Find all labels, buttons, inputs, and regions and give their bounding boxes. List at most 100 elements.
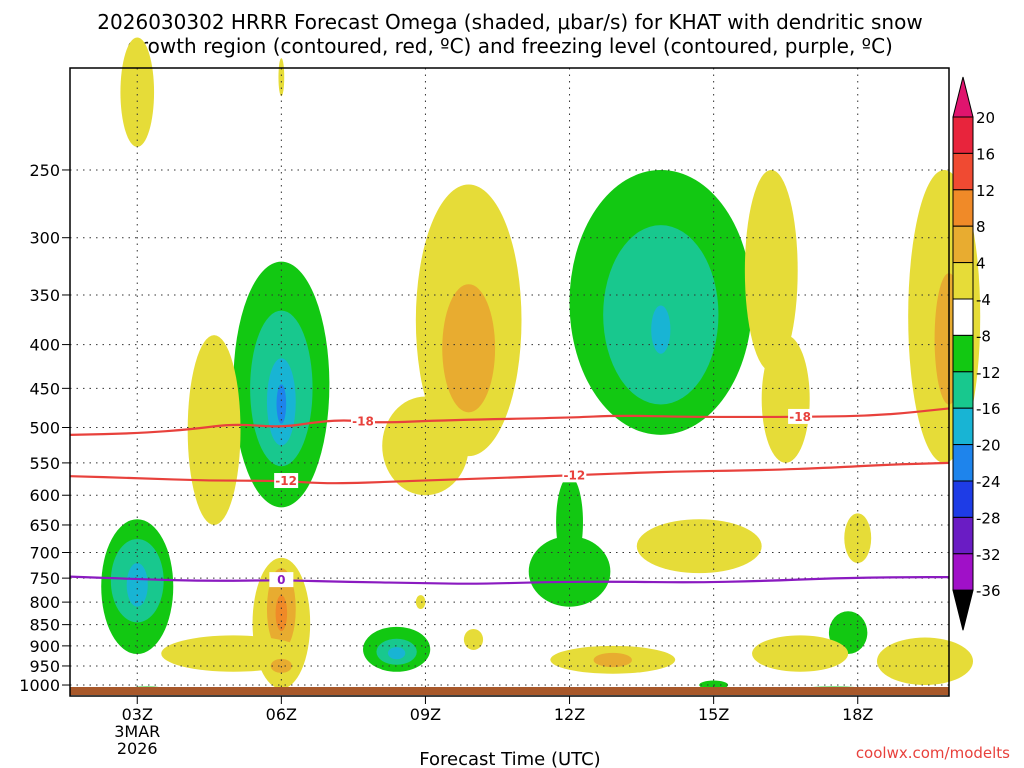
y-tick-label: 950	[29, 657, 60, 676]
omega-region-pos8	[442, 284, 496, 413]
y-tick-label: 900	[29, 637, 60, 656]
colorbar-label: -8	[976, 327, 991, 345]
x-tick-label: 06Z	[266, 705, 297, 724]
ground-surface	[70, 687, 949, 695]
colorbar-label: 12	[976, 182, 995, 200]
omega-region-pos4	[120, 37, 155, 147]
contour-label-bg	[274, 473, 299, 489]
colorbar-label: -32	[976, 546, 1001, 564]
colorbar-swatch	[952, 152, 974, 191]
y-tick-label: 350	[29, 286, 60, 305]
colorbar-swatch	[952, 553, 974, 591]
colorbar-swatch	[952, 371, 974, 409]
contour-label-dgz-bottom: -12	[275, 474, 297, 488]
y-axis-pressure-ticks: 250 300 350 400 450 500 550 600 650 700 750 800 850 9…	[19, 161, 70, 695]
contour-label-bg	[562, 467, 587, 483]
omega-region-pos4	[744, 169, 798, 372]
colorbar-swatch	[952, 516, 974, 555]
contour-label-freezing-level: 0	[277, 573, 285, 587]
y-tick-label: 400	[29, 336, 60, 355]
y-tick-label: 300	[29, 229, 60, 248]
omega-region-pos12	[275, 595, 288, 632]
contour-label-bg	[269, 572, 294, 588]
omega-region-pos4	[278, 58, 285, 97]
x-tick-label: 15Z	[698, 705, 729, 724]
x-tick-label: 18Z	[842, 705, 873, 724]
chart-title-line-2: growth region (contoured, red, ºC) and f…	[127, 34, 893, 58]
omega-shaded-regions	[101, 37, 981, 691]
omega-region-pos4	[761, 335, 810, 463]
colorbar-swatch	[952, 225, 974, 264]
contour-label-dgz-top: -18	[352, 414, 374, 428]
y-tick-label: 850	[29, 616, 60, 635]
colorbar-label: -24	[976, 473, 1001, 491]
omega-region-neg16	[126, 562, 148, 607]
y-tick-label: 250	[29, 161, 60, 180]
x-axis-label: Forecast Time (UTC)	[419, 749, 600, 768]
omega-region-pos4	[463, 628, 484, 650]
contour-label-dgz-bottom: -12	[564, 468, 586, 482]
omega-region-neg16	[651, 305, 671, 354]
contour-label-dgz-top: -18	[789, 410, 811, 424]
omega-region-pos4	[187, 335, 241, 525]
colorbar-label: -36	[976, 582, 1001, 600]
colorbar-label: -28	[976, 509, 1001, 527]
colorbar-swatch	[952, 480, 974, 518]
omega-region-pos4	[161, 635, 306, 672]
contour-dgz-bottom	[69, 461, 950, 485]
omega-region-neg8	[556, 476, 583, 569]
temperature-contours: -18 -18 -12 -12 0	[69, 407, 950, 588]
colorbar-swatch	[952, 116, 974, 154]
colorbar-label: -20	[976, 437, 1001, 455]
y-tick-label: 450	[29, 379, 60, 398]
colorbar-legend: 20 16 12 8 4 -4 -8 -12 -16 -20 -24 -28 -32 -36	[952, 76, 1001, 631]
colorbar-swatch	[952, 189, 974, 227]
contour-label-bg	[788, 408, 813, 424]
grid-lines	[70, 68, 949, 696]
x-tick-date: 3MAR	[114, 722, 160, 741]
omega-region-pos4	[876, 637, 974, 686]
x-tick-year: 2026	[117, 739, 158, 758]
colorbar-swatch	[952, 262, 974, 300]
omega-region-pos8	[270, 658, 292, 673]
contour-freezing-level	[69, 575, 949, 585]
omega-region-pos4	[415, 595, 426, 610]
plot-frame	[69, 67, 950, 697]
x-tick-label: 03Z	[122, 705, 153, 724]
y-tick-label: 600	[29, 486, 60, 505]
y-tick-label: 650	[29, 516, 60, 535]
omega-region-neg8	[528, 536, 611, 607]
plot-area: -18 -18 -12 -12 0	[69, 37, 981, 697]
colorbar-swatch	[952, 407, 974, 446]
colorbar-top-arrow	[952, 76, 974, 118]
omega-region-pos4	[844, 513, 872, 563]
omega-region-pos8	[593, 652, 632, 668]
x-tick-label: 12Z	[554, 705, 585, 724]
colorbar-label: 16	[976, 145, 995, 163]
x-tick-label: 09Z	[410, 705, 441, 724]
colorbar-swatch	[952, 444, 974, 482]
colorbar-label: -16	[976, 400, 1001, 418]
omega-region-pos4	[752, 635, 849, 672]
colorbar-label: 8	[976, 218, 986, 236]
colorbar-bottom-arrow	[952, 589, 974, 631]
colorbar-label: -4	[976, 291, 991, 309]
y-tick-label: 800	[29, 593, 60, 612]
chart-title-line-1: 2026030302 HRRR Forecast Omega (shaded, …	[97, 10, 922, 34]
credit-text: coolwx.com/modelts	[856, 744, 1010, 762]
colorbar-label: 20	[976, 109, 995, 127]
y-tick-label: 550	[29, 454, 60, 473]
contour-dgz-top	[69, 407, 950, 436]
omega-region-neg16	[387, 647, 406, 660]
omega-region-neg20	[276, 384, 287, 424]
colorbar-label: 4	[976, 255, 986, 273]
colorbar-label: -12	[976, 364, 1001, 382]
y-tick-label: 750	[29, 569, 60, 588]
colorbar-swatch	[952, 298, 974, 336]
y-tick-label: 1000	[19, 676, 60, 695]
omega-region-pos4	[636, 519, 762, 574]
y-tick-label: 700	[29, 544, 60, 563]
colorbar-swatch	[952, 334, 974, 373]
